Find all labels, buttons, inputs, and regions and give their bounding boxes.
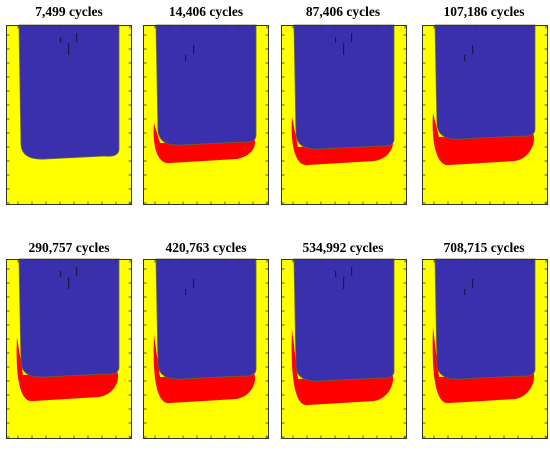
- speck-mark: [464, 55, 466, 61]
- panel-4: [422, 24, 548, 205]
- panel-frame: [6, 25, 132, 205]
- speck-mark: [193, 45, 195, 54]
- panel-8: [422, 258, 548, 439]
- blue-region: [155, 258, 257, 380]
- blue-region: [18, 24, 120, 160]
- panel-7: [281, 258, 407, 439]
- speck-mark: [351, 267, 353, 276]
- speck-mark: [343, 277, 345, 289]
- speck-mark: [193, 279, 195, 288]
- panel-title-5: 290,757 cycles: [28, 240, 110, 255]
- panel-frame: [6, 259, 132, 439]
- red-region: [16, 337, 119, 402]
- panel-1: [6, 24, 132, 205]
- speck-mark: [76, 33, 78, 42]
- panel-title-8: 708,715 cycles: [443, 240, 525, 255]
- red-region: [291, 329, 394, 406]
- panel-frame: [143, 259, 269, 439]
- panel-title-7: 534,992 cycles: [302, 240, 384, 255]
- panel-title-1: 7,499 cycles: [35, 4, 103, 19]
- blue-region: [434, 258, 536, 380]
- panel-3: [281, 24, 407, 205]
- panel-6: [143, 258, 269, 439]
- speck-mark: [472, 45, 474, 54]
- speck-mark: [68, 277, 70, 289]
- speck-mark: [60, 271, 62, 277]
- panel-frame: [143, 25, 269, 205]
- speck-mark: [464, 289, 466, 295]
- panel-frame: [422, 25, 548, 205]
- blue-region: [18, 258, 120, 378]
- red-region: [153, 335, 256, 404]
- panel-title-3: 87,406 cycles: [305, 4, 381, 19]
- speck-mark: [335, 37, 337, 43]
- panel-5: [6, 258, 132, 439]
- panel-frame: [281, 25, 407, 205]
- speck-mark: [343, 43, 345, 55]
- panel-frame: [281, 259, 407, 439]
- blue-region: [293, 24, 395, 150]
- blue-region: [434, 24, 536, 140]
- red-region: [291, 117, 394, 166]
- panel-frame: [422, 259, 548, 439]
- panel-title-2: 14,406 cycles: [168, 4, 244, 19]
- speck-mark: [60, 37, 62, 43]
- red-region: [432, 113, 535, 166]
- speck-mark: [185, 55, 187, 61]
- blue-region: [293, 258, 395, 382]
- speck-mark: [185, 289, 187, 295]
- red-region: [432, 327, 535, 404]
- speck-mark: [472, 279, 474, 288]
- speck-mark: [351, 33, 353, 42]
- panel-title-4: 107,186 cycles: [443, 4, 525, 19]
- speck-mark: [76, 267, 78, 276]
- blue-region: [155, 24, 257, 146]
- panel-2: [143, 24, 269, 205]
- speck-mark: [68, 43, 70, 55]
- speck-mark: [335, 271, 337, 277]
- panel-title-6: 420,763 cycles: [165, 240, 247, 255]
